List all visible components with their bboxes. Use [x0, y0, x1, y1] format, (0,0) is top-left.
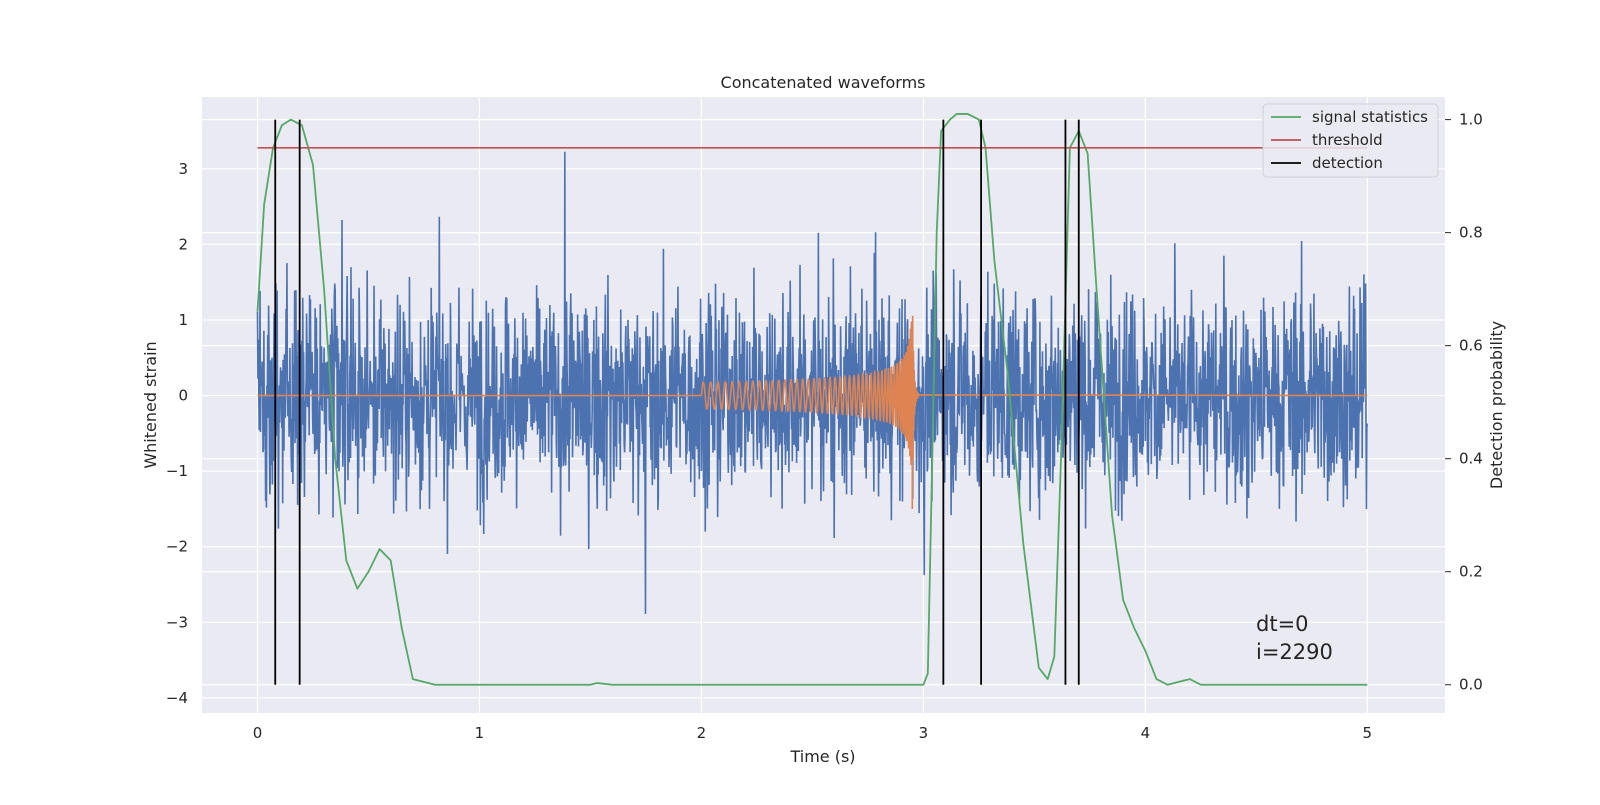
axes-layer: 0 1 2 3 4 5 −4 −3 −2 −1 0 1 2 3 0.0 0.2 0.4 0.6 0.8 1.0	[166, 111, 1483, 742]
legend-label-signal-statistics: signal statistics	[1312, 108, 1428, 126]
x-tick-label: 2	[697, 724, 707, 742]
series-layer	[256, 113, 1369, 686]
y-tick-label: −2	[166, 538, 188, 556]
y2-tick-label: 1.0	[1459, 111, 1483, 129]
waveform-series-line	[257, 315, 1368, 509]
y2-tick-label: 0.8	[1459, 224, 1483, 242]
y-tick-label: 3	[178, 160, 188, 178]
x-tick-label: 0	[253, 724, 263, 742]
legend-label-detection: detection	[1312, 154, 1383, 172]
signal-statistics-line	[256, 113, 1368, 686]
x-tick-label: 3	[919, 724, 929, 742]
y2-tick-label: 0.6	[1459, 337, 1483, 355]
y-tick-label: 0	[178, 387, 188, 405]
legend: signal statistics threshold detection	[1262, 103, 1439, 178]
annotation-dt: dt=0	[1256, 612, 1309, 636]
chart-title: Concatenated waveforms	[721, 73, 926, 92]
y-tick-label: 1	[178, 311, 188, 329]
y2-axis-title: Detection probability	[1487, 321, 1506, 489]
x-tick-label: 4	[1141, 724, 1151, 742]
y2-tick-label: 0.0	[1459, 676, 1483, 694]
y-axis-title: Whitened strain	[141, 341, 160, 468]
y2-tick-label: 0.2	[1459, 563, 1483, 581]
x-tick-label: 1	[475, 724, 485, 742]
legend-box	[1262, 103, 1439, 178]
x-axis-title: Time (s)	[789, 747, 855, 766]
y2-tick-label: 0.4	[1459, 450, 1483, 468]
y-tick-label: −4	[166, 689, 188, 707]
x-tick-label: 5	[1363, 724, 1373, 742]
y-tick-label: −3	[166, 613, 188, 631]
y-tick-label: −1	[166, 462, 188, 480]
annotation-index: i=2290	[1256, 640, 1333, 664]
y-tick-label: 2	[178, 235, 188, 253]
legend-label-threshold: threshold	[1312, 131, 1383, 149]
